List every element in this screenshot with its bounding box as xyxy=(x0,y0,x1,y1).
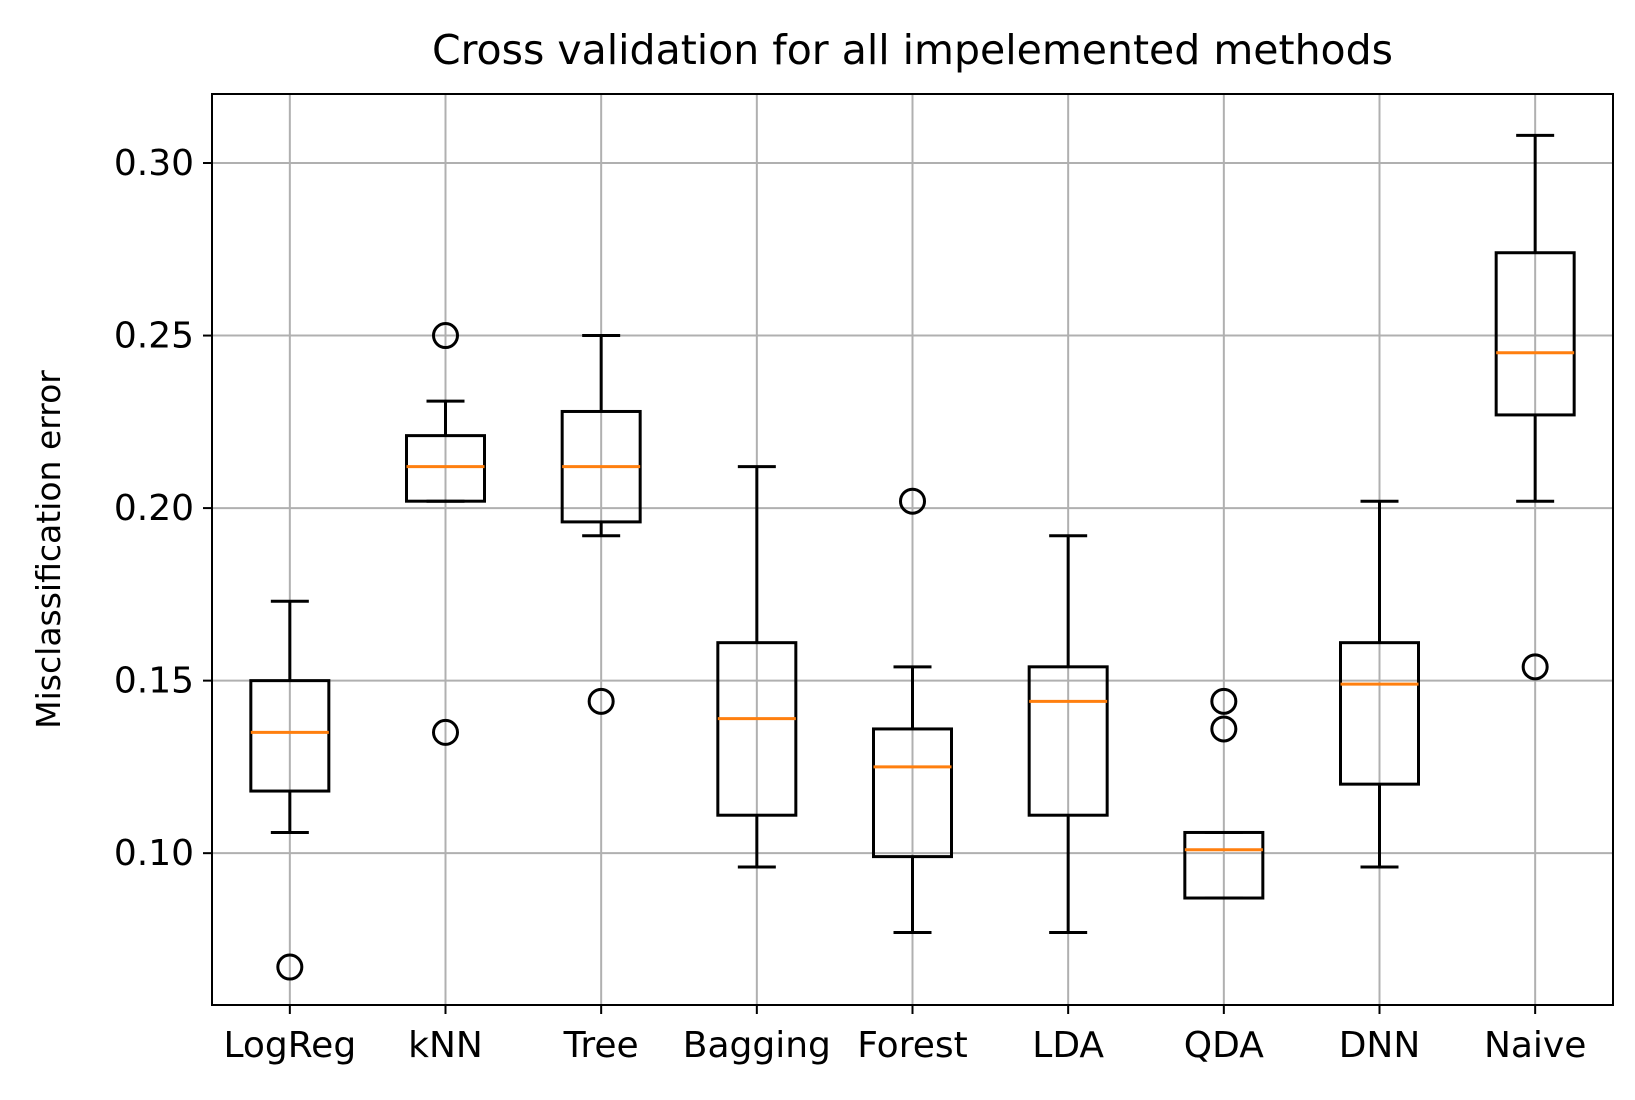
box-group-qda xyxy=(1183,687,1265,900)
box-group-tree xyxy=(560,334,642,715)
iqr-box xyxy=(872,727,953,859)
box-group-knn xyxy=(405,322,486,746)
outlier-point xyxy=(899,487,926,515)
x-tick-label: QDA xyxy=(1184,1025,1264,1066)
y-tick-label: 0.25 xyxy=(114,316,194,357)
tick-layer: LogReg kNN Tree Bagging Forest LDA QDA DNN Naive… xyxy=(114,143,1587,1066)
outlier-point xyxy=(276,953,304,981)
x-tick-label: Forest xyxy=(857,1025,967,1066)
box-group-forest xyxy=(872,487,953,935)
x-tick-label: Tree xyxy=(563,1025,639,1066)
iqr-box xyxy=(1027,665,1109,817)
chart-title: Cross validation for all impelemented me… xyxy=(432,26,1393,74)
y-axis-label: Misclassification error xyxy=(29,370,68,729)
iqr-box xyxy=(1339,641,1420,786)
outlier-point xyxy=(587,687,615,715)
x-tick-label: kNN xyxy=(408,1025,483,1066)
box-group-naive xyxy=(1494,133,1576,681)
iqr-box xyxy=(716,641,798,817)
x-tick-label: DNN xyxy=(1339,1025,1421,1066)
x-tick-label: Naive xyxy=(1484,1025,1586,1066)
outlier-point xyxy=(432,718,459,746)
box-group-dnn xyxy=(1339,499,1420,869)
x-tick-label: LogReg xyxy=(223,1025,356,1066)
y-tick-label: 0.10 xyxy=(114,833,194,874)
iqr-box xyxy=(1183,830,1265,900)
y-tick-label: 0.30 xyxy=(114,143,194,184)
outlier-point xyxy=(1210,687,1238,715)
outlier-point xyxy=(432,322,459,350)
y-tick-label: 0.15 xyxy=(114,661,194,702)
x-tick-label: Bagging xyxy=(683,1025,831,1066)
x-tick-label: LDA xyxy=(1032,1025,1104,1066)
y-tick-label: 0.20 xyxy=(114,488,194,529)
box-group-lda xyxy=(1027,534,1109,935)
outlier-point xyxy=(1521,653,1549,681)
box-layer xyxy=(249,133,1576,981)
iqr-box xyxy=(1494,251,1576,417)
box-group-bagging xyxy=(716,465,798,869)
iqr-box xyxy=(249,679,331,793)
iqr-box xyxy=(405,434,486,503)
outlier-point xyxy=(1210,715,1238,743)
box-group-logreg xyxy=(249,599,331,981)
